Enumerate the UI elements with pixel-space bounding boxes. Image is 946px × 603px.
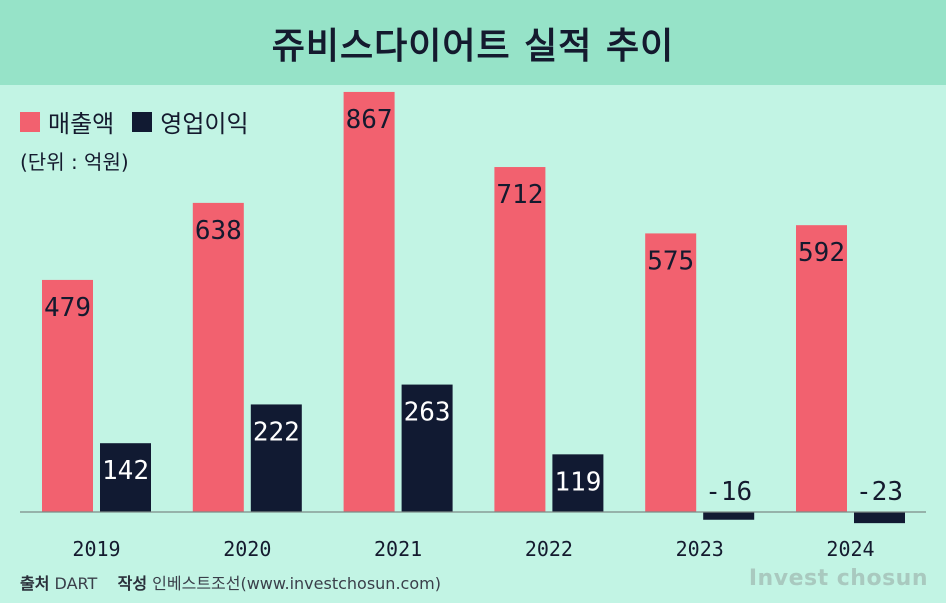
x-tick-label-2020: 2020	[223, 537, 271, 561]
unit-label: (단위 : 억원)	[20, 150, 129, 174]
label-operating-profit-2020: 222	[253, 417, 300, 447]
bar-operating-profit-2020	[250, 404, 302, 512]
footer-source: 출처 DART 작성 인베스트조선(www.investchosun.com)	[20, 570, 441, 594]
label-revenue-2021: 867	[346, 105, 393, 135]
x-tick-label-2021: 2021	[374, 537, 422, 561]
legend-swatch-revenue	[20, 111, 40, 132]
source-label: 출처	[20, 574, 50, 593]
label-operating-profit-2023: -16	[705, 477, 752, 507]
author-label: 작성	[117, 574, 148, 593]
label-revenue-2023: 575	[647, 246, 694, 276]
title-bar: 쥬비스다이어트 실적 추이	[0, 0, 946, 85]
bar-operating-profit-2019	[100, 443, 151, 512]
bar-revenue-2021	[343, 91, 395, 512]
author-value: 인베스트조선(www.investchosun.com)	[152, 574, 441, 593]
label-operating-profit-2019: 142	[102, 456, 149, 486]
brand-logo: Invest chosun	[748, 566, 928, 591]
label-revenue-2022: 712	[496, 180, 543, 210]
label-operating-profit-2024: -23	[856, 477, 903, 507]
bar-operating-profit-2021	[401, 384, 453, 512]
legend-item-operating-profit: 영업이익	[132, 104, 249, 139]
bar-revenue-2020	[192, 202, 244, 512]
bar-revenue-2024	[796, 225, 847, 512]
label-revenue-2024: 592	[798, 238, 845, 268]
bar-revenue-2023	[645, 233, 697, 512]
x-tick-label-2023: 2023	[676, 537, 724, 561]
label-revenue-2019: 479	[44, 293, 91, 323]
legend-item-revenue: 매출액	[20, 104, 114, 139]
x-tick-label-2022: 2022	[525, 537, 573, 561]
bar-operating-profit-2024	[854, 512, 905, 524]
label-operating-profit-2021: 263	[404, 398, 451, 428]
label-operating-profit-2022: 119	[554, 467, 601, 497]
source-value: DART	[54, 574, 98, 593]
chart-title: 쥬비스다이어트 실적 추이	[271, 25, 675, 67]
legend-label-revenue: 매출액	[48, 110, 115, 138]
bar-operating-profit-2022	[552, 454, 604, 512]
legend-swatch-operating-profit	[132, 111, 153, 132]
bar-revenue-2019	[42, 279, 93, 512]
legend: 매출액 영업이익	[20, 104, 267, 139]
x-tick-label-2019: 2019	[72, 537, 120, 561]
bar-operating-profit-2023	[703, 512, 755, 520]
legend-label-operating-profit: 영업이익	[160, 110, 249, 138]
bar-revenue-2022	[494, 167, 546, 512]
x-tick-label-2024: 2024	[826, 537, 874, 561]
label-revenue-2020: 638	[195, 216, 242, 246]
